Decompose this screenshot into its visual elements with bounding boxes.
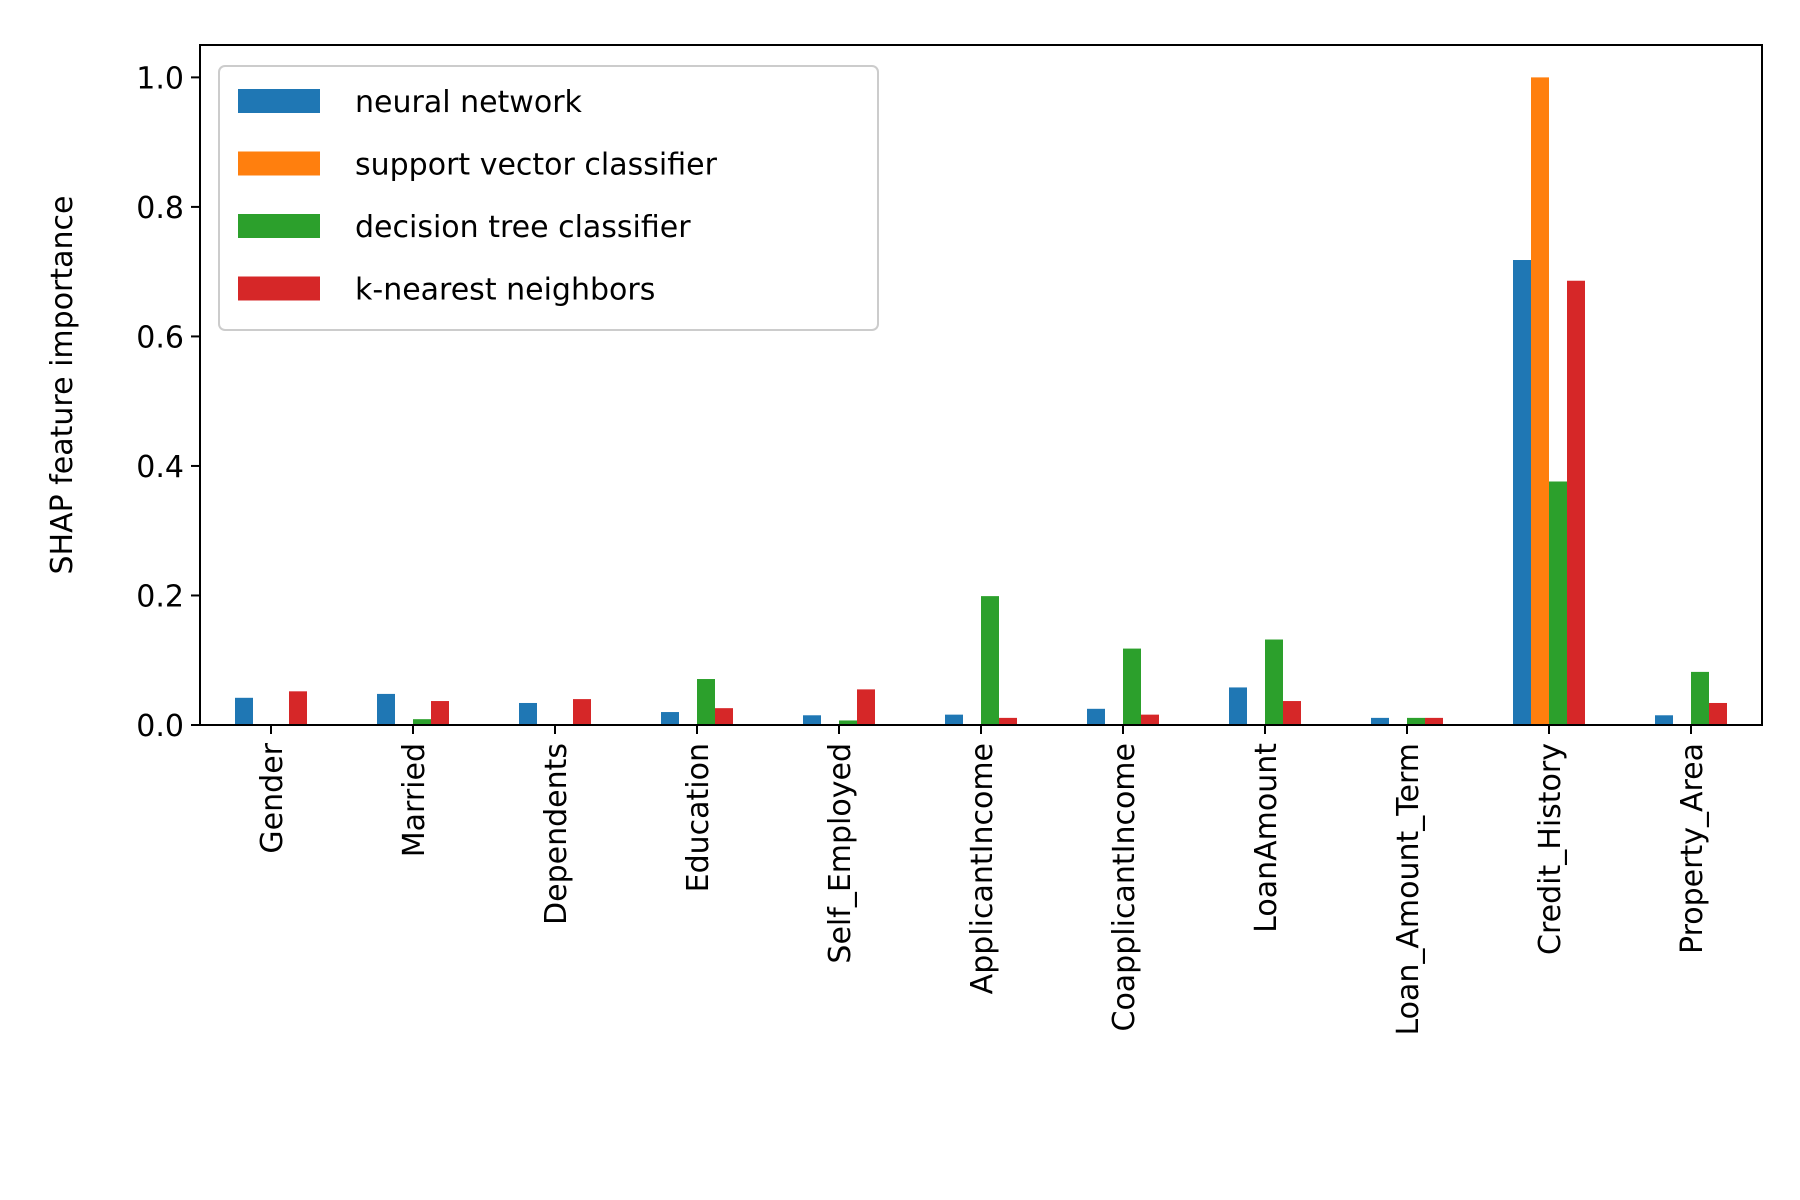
bar [857,689,875,725]
y-tick-label: 0.0 [136,709,184,744]
y-axis: 0.0 0.2 0.4 0.6 0.8 1.0 [136,61,200,744]
x-tick-label: Property_Area [1675,743,1710,954]
y-tick-label: 0.2 [136,579,184,614]
bar [1229,687,1247,725]
legend-box [218,65,879,331]
bar [1407,717,1425,725]
bar [289,691,307,725]
bar [1265,639,1283,725]
bar [715,708,733,725]
bar [697,679,715,725]
legend-label: support vector classifier [355,148,718,183]
bar [235,697,253,725]
x-tick-label: Self_Employed [823,743,858,964]
legend: neural network support vector classifier d… [218,65,879,331]
bar [573,699,591,725]
bar [981,596,999,725]
y-axis-label: SHAP feature importance [45,196,80,575]
bar [1141,714,1159,725]
bar [999,717,1017,725]
bar [661,712,679,725]
bar [1549,481,1567,725]
x-axis: Gender Married Dependents Education Self_Emp… [255,725,1710,1036]
x-tick-label: Dependents [539,743,574,925]
bar [803,715,821,725]
bar [839,720,857,725]
y-tick-label: 1.0 [136,61,184,96]
bar [519,702,537,725]
legend-swatch [238,89,320,113]
bar [413,719,431,725]
bar [1371,717,1389,725]
x-tick-label: CoapplicantIncome [1107,743,1142,1032]
x-tick-label: Married [397,743,432,857]
y-tick-label: 0.6 [136,320,184,355]
legend-swatch [238,214,320,238]
legend-label: decision tree classifier [355,210,691,245]
bar [1123,648,1141,725]
bar [1655,715,1673,725]
bar [1709,702,1727,725]
bar [1567,280,1585,725]
bar [1087,708,1105,725]
legend-swatch [238,276,320,301]
bar [1283,701,1301,725]
legend-swatch [238,151,320,176]
legend-label: k-nearest neighbors [355,273,655,308]
bar [1691,671,1709,725]
legend-label: neural network [355,85,583,120]
x-tick-label: Education [681,743,716,892]
x-tick-label: Loan_Amount_Term [1391,743,1426,1036]
bar [1531,77,1549,725]
bar [945,714,963,725]
bar [1425,717,1443,725]
x-tick-label: LoanAmount [1249,743,1284,933]
x-tick-label: Credit_History [1533,743,1568,955]
x-tick-label: Gender [255,742,290,853]
y-tick-label: 0.8 [136,191,184,226]
bars-layer [235,77,1727,725]
x-tick-label: ApplicantIncome [965,743,1000,994]
y-tick-label: 0.4 [136,450,184,485]
bar [431,701,449,725]
bar [1513,260,1531,725]
bar [377,693,395,725]
